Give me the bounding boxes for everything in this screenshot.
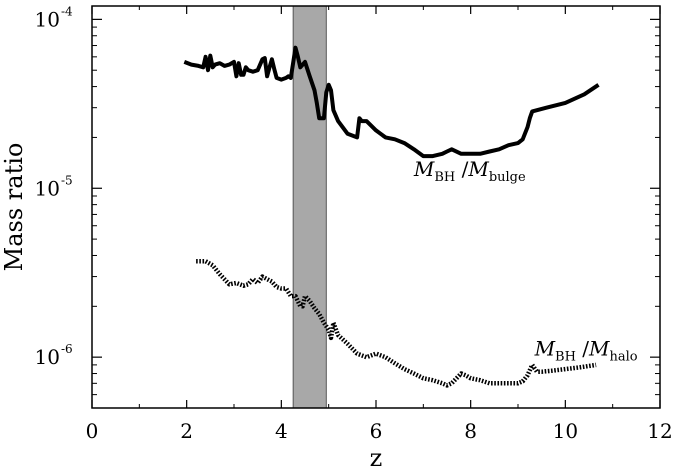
y-axis-title: Mass ratio (0, 143, 28, 272)
x-tick-label: 10 (553, 419, 578, 443)
series-line-halo-ratio (196, 258, 597, 388)
y-tick-exponent: -6 (61, 342, 73, 356)
y-tick-label: 10 (35, 176, 60, 200)
series-label-bulge: MBH /Mbulge (413, 157, 526, 185)
x-tick-label: 4 (275, 419, 288, 443)
x-tick-label: 0 (86, 419, 99, 443)
x-tick-label: 12 (647, 419, 672, 443)
series-label-part: M (413, 157, 435, 181)
series-label-part: BH (555, 350, 576, 365)
series-label-part: halo (610, 350, 638, 365)
series-label-part: M (467, 157, 489, 181)
series-label-part: / (455, 157, 468, 181)
series-layer (183, 45, 600, 388)
y-tick-label: 10 (35, 7, 60, 31)
series-label-part: bulge (489, 170, 526, 185)
x-tick-label: 2 (180, 419, 193, 443)
series-label-part: / (576, 337, 589, 361)
y-tick-label: 10 (35, 345, 60, 369)
x-tick-label: 6 (370, 419, 383, 443)
x-axis-title: z (370, 444, 383, 472)
series-label-halo: MBH /Mhalo (534, 337, 638, 365)
y-tick-exponent: -4 (61, 4, 73, 18)
series-label-part: M (588, 337, 610, 361)
series-label-part: BH (434, 170, 455, 185)
series-line-bulge-ratio (183, 45, 600, 159)
plot-frame (91, 5, 661, 409)
series-label-part: M (534, 337, 556, 361)
x-tick-label: 8 (464, 419, 477, 443)
y-tick-exponent: -5 (61, 173, 73, 187)
